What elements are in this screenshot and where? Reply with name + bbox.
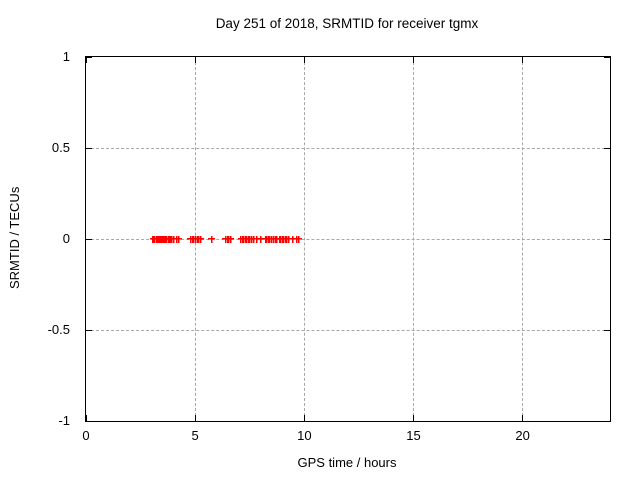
data-point-marker bbox=[208, 235, 216, 243]
horizontal-gridline bbox=[86, 147, 610, 149]
data-point-marker bbox=[253, 235, 261, 243]
data-point-marker bbox=[226, 235, 234, 243]
y-tick-mark bbox=[86, 329, 92, 331]
y-tick-label: -0.5 bbox=[47, 322, 70, 337]
y-tick-mark bbox=[86, 238, 92, 240]
x-tick-mark bbox=[303, 415, 305, 421]
plot-area bbox=[85, 56, 611, 422]
x-tick-label: 0 bbox=[82, 428, 90, 443]
x-tick-mark bbox=[522, 57, 524, 63]
y-tick-label: -1 bbox=[58, 413, 70, 428]
y-tick-mark bbox=[86, 420, 92, 422]
x-tick-label: 20 bbox=[515, 428, 530, 443]
x-axis-label: GPS time / hours bbox=[297, 455, 397, 470]
data-point-marker bbox=[175, 235, 183, 243]
horizontal-gridline bbox=[86, 238, 610, 240]
data-point-marker bbox=[285, 235, 293, 243]
x-tick-label: 15 bbox=[406, 428, 421, 443]
y-tick-mark bbox=[604, 56, 610, 58]
x-tick-mark bbox=[413, 415, 414, 421]
y-tick-label: 0 bbox=[62, 231, 70, 246]
x-tick-mark bbox=[413, 57, 414, 63]
y-tick-label: 1 bbox=[62, 49, 70, 64]
x-tick-mark bbox=[85, 415, 87, 421]
data-point-marker bbox=[289, 235, 297, 243]
y-tick-mark bbox=[604, 329, 610, 331]
y-tick-mark bbox=[604, 420, 610, 422]
x-tick-label: 5 bbox=[191, 428, 199, 443]
y-tick-mark bbox=[604, 238, 610, 240]
y-tick-mark bbox=[86, 56, 92, 58]
y-tick-label: 0.5 bbox=[51, 140, 70, 155]
x-tick-mark bbox=[85, 57, 87, 63]
x-tick-mark bbox=[194, 415, 196, 421]
x-tick-mark bbox=[522, 415, 524, 421]
x-tick-mark bbox=[303, 57, 305, 63]
x-tick-mark bbox=[194, 57, 196, 63]
data-point-marker bbox=[256, 235, 264, 243]
y-tick-mark bbox=[604, 147, 610, 149]
data-point-marker bbox=[295, 235, 303, 243]
horizontal-gridline bbox=[86, 329, 610, 331]
chart-title: Day 251 of 2018, SRMTID for receiver tgm… bbox=[215, 16, 479, 31]
data-point-marker bbox=[197, 235, 205, 243]
y-tick-mark bbox=[86, 147, 92, 149]
x-tick-label: 10 bbox=[297, 428, 312, 443]
